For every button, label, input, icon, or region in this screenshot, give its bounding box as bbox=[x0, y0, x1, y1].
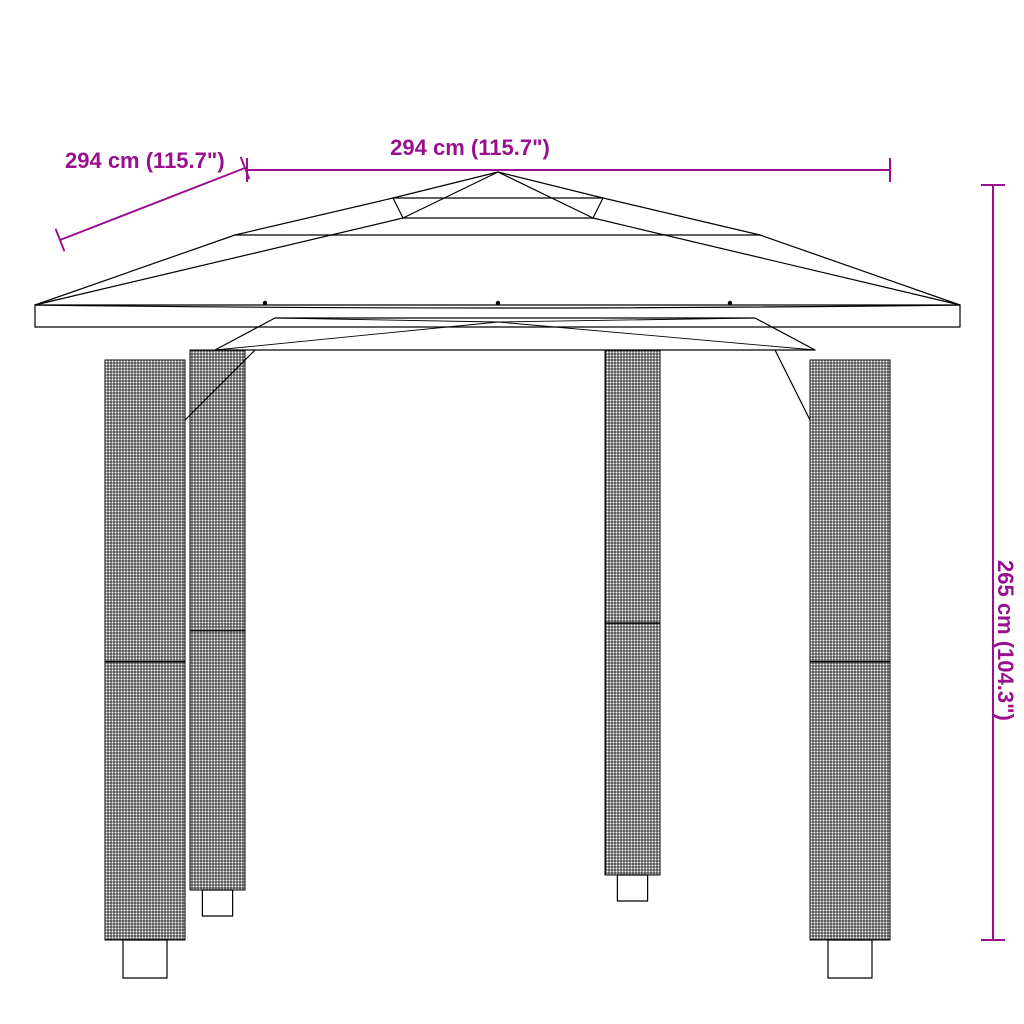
dimension-height-label: 265 cm (104.3") bbox=[992, 560, 1018, 721]
diagram-stage: 294 cm (115.7") 294 cm (115.7") 265 cm (… bbox=[0, 0, 1024, 1024]
dimension-width-label: 294 cm (115.7") bbox=[390, 135, 550, 161]
dimension-depth-label: 294 cm (115.7") bbox=[65, 148, 225, 174]
